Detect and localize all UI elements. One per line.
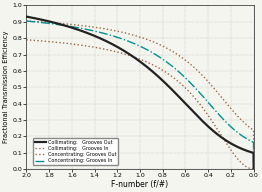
Legend: Collimating:   Grooves Out, Collimating:   Grooves In, Concentrating: Grooves Ou: Collimating: Grooves Out, Collimating: G… xyxy=(33,138,118,165)
X-axis label: F-number (f/#): F-number (f/#) xyxy=(111,180,168,189)
Y-axis label: Fractional Transmission Efficiency: Fractional Transmission Efficiency xyxy=(3,31,9,143)
